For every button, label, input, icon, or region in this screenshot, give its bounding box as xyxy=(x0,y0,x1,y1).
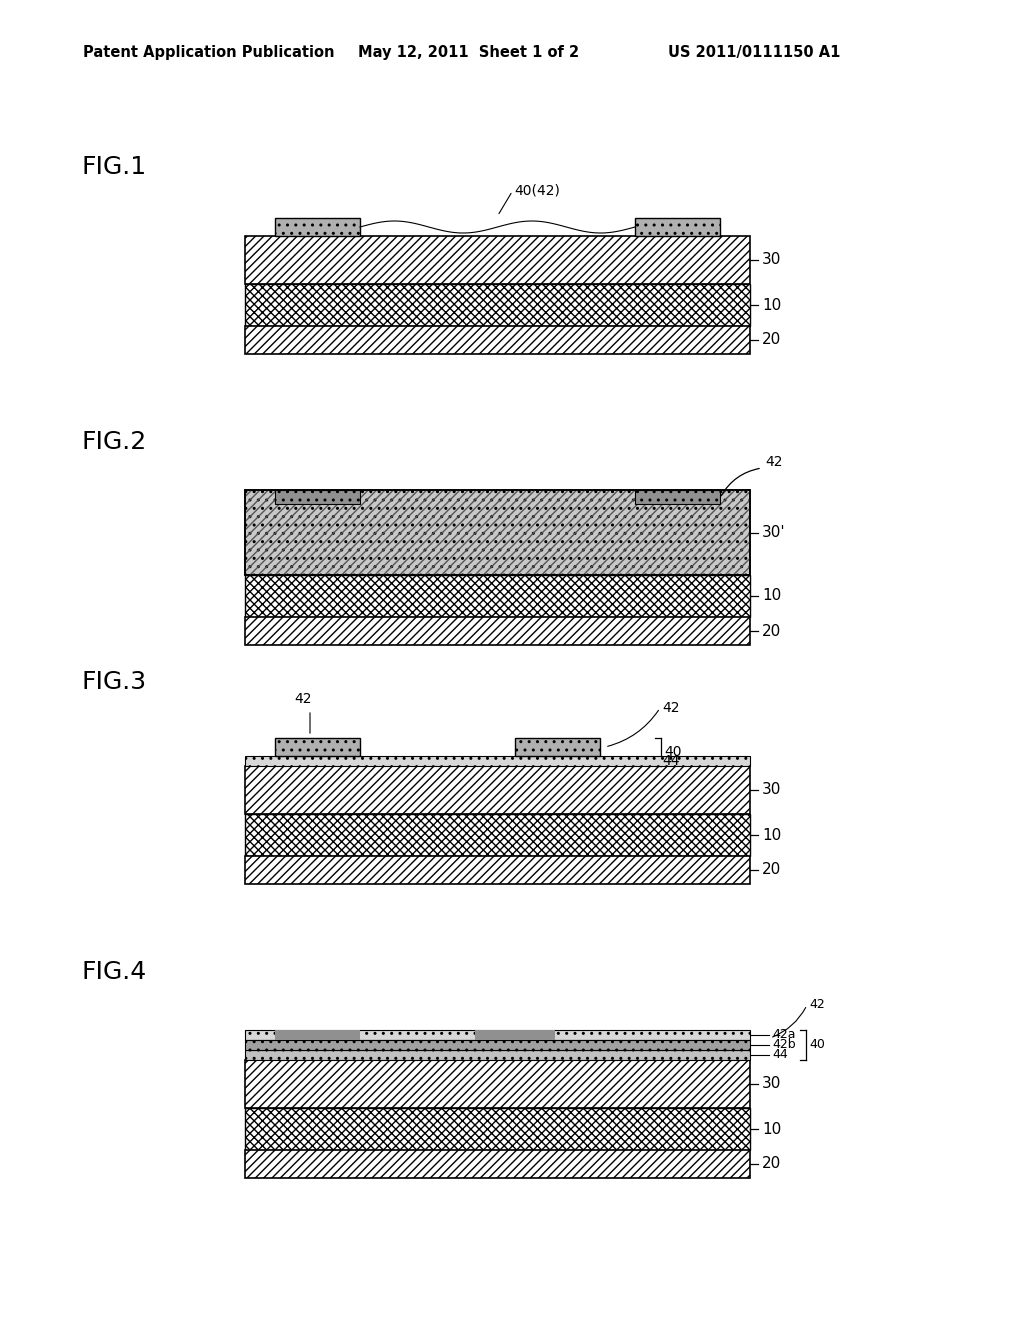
Bar xyxy=(245,236,750,284)
Text: 10: 10 xyxy=(762,1122,781,1137)
Bar xyxy=(245,490,750,576)
Bar xyxy=(515,738,600,756)
Text: FIG.3: FIG.3 xyxy=(82,671,147,694)
Text: 20: 20 xyxy=(762,333,781,347)
Bar xyxy=(245,284,750,326)
Bar xyxy=(245,1049,750,1060)
Text: FIG.4: FIG.4 xyxy=(82,960,147,983)
Bar xyxy=(245,576,750,616)
Text: 40: 40 xyxy=(809,1039,825,1052)
Bar xyxy=(245,326,750,354)
Text: Patent Application Publication: Patent Application Publication xyxy=(83,45,335,59)
Bar xyxy=(245,1150,750,1177)
Bar xyxy=(275,738,360,756)
Text: 20: 20 xyxy=(762,862,781,878)
Text: 42: 42 xyxy=(294,692,311,706)
Text: 42a: 42a xyxy=(772,1028,796,1041)
Text: 10: 10 xyxy=(762,828,781,842)
Text: 42: 42 xyxy=(662,701,680,715)
Text: 20: 20 xyxy=(762,623,781,639)
Text: 44: 44 xyxy=(772,1048,787,1061)
Bar xyxy=(635,490,720,504)
Bar xyxy=(245,1040,750,1049)
Bar xyxy=(245,1107,750,1150)
Text: 30': 30' xyxy=(762,525,785,540)
Bar xyxy=(245,756,750,766)
Bar xyxy=(245,616,750,645)
Text: 30: 30 xyxy=(762,783,781,797)
Bar xyxy=(275,1030,360,1040)
Bar xyxy=(475,1030,555,1040)
Text: 44: 44 xyxy=(662,754,680,768)
Text: May 12, 2011  Sheet 1 of 2: May 12, 2011 Sheet 1 of 2 xyxy=(358,45,580,59)
Text: FIG.1: FIG.1 xyxy=(82,154,147,180)
Text: 42b: 42b xyxy=(772,1039,796,1052)
Text: 40(42): 40(42) xyxy=(514,183,560,198)
Text: 20: 20 xyxy=(762,1156,781,1172)
Bar xyxy=(275,490,360,504)
Bar xyxy=(245,1060,750,1107)
Bar xyxy=(245,814,750,855)
Text: 10: 10 xyxy=(762,297,781,313)
Text: 42: 42 xyxy=(809,998,824,1011)
Text: 42: 42 xyxy=(765,455,782,469)
Text: 40: 40 xyxy=(664,744,682,759)
Text: FIG.2: FIG.2 xyxy=(82,430,147,454)
Bar xyxy=(245,766,750,814)
Bar xyxy=(635,218,720,236)
Bar xyxy=(275,218,360,236)
Text: 30: 30 xyxy=(762,1077,781,1092)
Bar xyxy=(245,1030,750,1040)
Bar xyxy=(245,490,750,576)
Bar xyxy=(245,490,750,576)
Text: US 2011/0111150 A1: US 2011/0111150 A1 xyxy=(668,45,841,59)
Bar xyxy=(245,855,750,884)
Text: 30: 30 xyxy=(762,252,781,268)
Text: 10: 10 xyxy=(762,589,781,603)
